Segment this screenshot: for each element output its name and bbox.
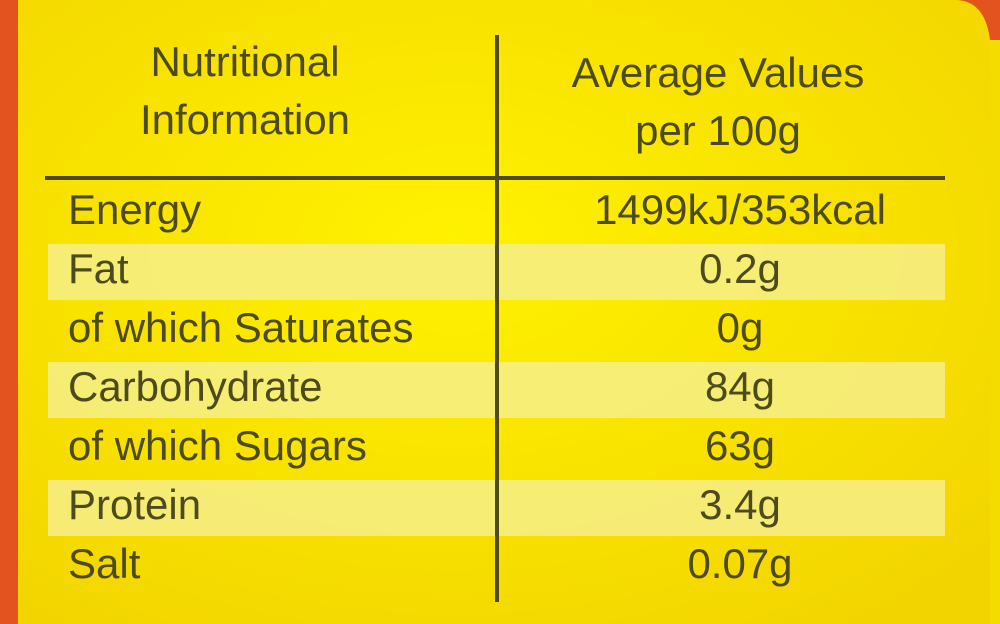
nutrient-label: of which Sugars [68,422,367,469]
nutrient-label: Fat [68,245,129,292]
header-text: Average Values [572,49,865,96]
nutrient-value: 63g [705,422,775,469]
nutrient-label: Carbohydrate [68,363,322,410]
header-text: Nutritional [150,38,339,85]
nutrient-value: 0g [717,304,764,351]
nutrient-value: 0.2g [699,245,781,292]
nutrient-value: 1499kJ/353kcal [594,186,886,233]
nutrient-value: 0.07g [687,540,792,587]
header-text: Information [140,96,350,143]
nutrient-value: 84g [705,363,775,410]
nutrient-label: Salt [68,540,141,587]
nutrient-label: of which Saturates [68,304,414,351]
nutrient-label: Protein [68,481,201,528]
header-text: per 100g [635,107,801,154]
nutrient-value: 3.4g [699,481,781,528]
nutrient-label: Energy [68,186,201,233]
panel-edge [990,40,1000,624]
label-panel [18,0,990,624]
